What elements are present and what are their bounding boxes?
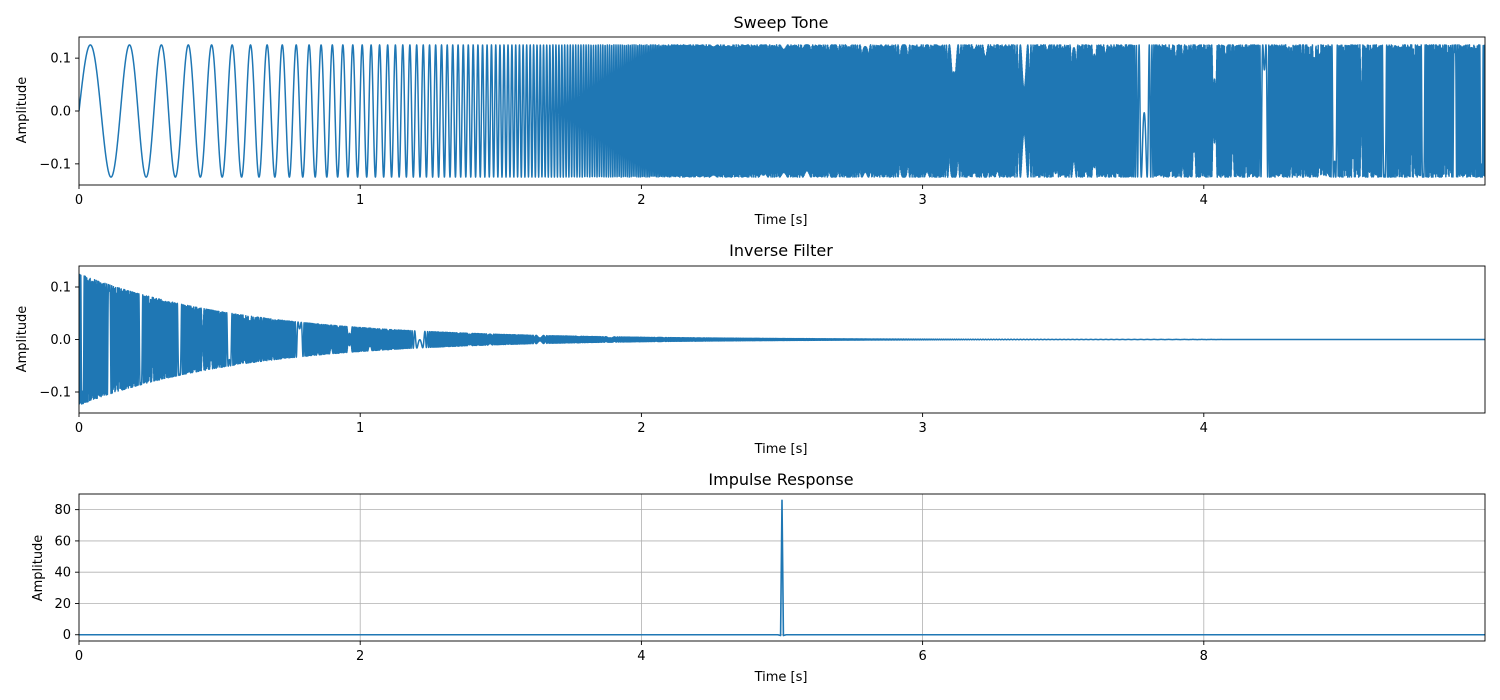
inverse-filter-xtick-label-0: 0 [75, 421, 83, 436]
inverse-filter-xtick-label-3: 3 [918, 421, 926, 436]
impulse-response-xlabel: Time [s] [754, 670, 808, 685]
impulse-response-xtick-label-3: 6 [918, 649, 926, 664]
impulse-response-series-line [79, 499, 1485, 637]
impulse-response-xtick-label-4: 8 [1200, 649, 1208, 664]
sweep-tone-xlabel: Time [s] [754, 213, 808, 228]
impulse-response-xtick-label-1: 2 [356, 649, 364, 664]
impulse-response-ytick-label-1: 60 [54, 534, 71, 549]
inverse-filter-title: Inverse Filter [729, 241, 833, 260]
sweep-tone-title: Sweep Tone [734, 13, 829, 32]
inverse-filter-ytick-label-2: −0.1 [39, 386, 71, 401]
inverse-filter-xlabel: Time [s] [754, 442, 808, 457]
impulse-response-panel: Impulse Response Time [s] Amplitude 0 2 4 6… [31, 470, 1486, 685]
inverse-filter-xtick-label-4: 4 [1200, 421, 1208, 436]
impulse-response-ytick-label-0: 80 [54, 503, 71, 518]
inverse-filter-xtick-label-2: 2 [637, 421, 645, 436]
inverse-filter-ytick-label-1: 0.0 [50, 333, 71, 348]
sweep-tone-xtick-label-4: 4 [1200, 193, 1208, 208]
sweep-tone-series-line [79, 44, 1485, 178]
impulse-response-axes-frame [78, 493, 1486, 642]
sweep-tone-xtick-label-3: 3 [918, 193, 926, 208]
sweep-tone-xtick-label-0: 0 [75, 193, 83, 208]
sweep-tone-xtick-label-1: 1 [356, 193, 364, 208]
impulse-response-ytick-label-3: 20 [54, 597, 71, 612]
impulse-response-ylabel: Amplitude [31, 535, 46, 602]
sweep-tone-ytick-label-0: 0.1 [50, 52, 71, 67]
impulse-response-xtick-label-2: 4 [637, 649, 645, 664]
inverse-filter-xtick-label-1: 1 [356, 421, 364, 436]
inverse-filter-ytick-label-0: 0.1 [50, 281, 71, 296]
impulse-response-ytick-label-4: 0 [63, 628, 71, 643]
impulse-response-xtick-label-0: 0 [75, 649, 83, 664]
sweep-tone-ytick-label-2: −0.1 [39, 157, 71, 172]
inverse-filter-ylabel: Amplitude [15, 306, 30, 373]
inverse-filter-panel: Inverse Filter Time [s] Amplitude 0 1 2 3 4 0… [15, 241, 1486, 457]
sweep-tone-ylabel: Amplitude [15, 77, 30, 144]
sweep-tone-ytick-label-1: 0.0 [50, 105, 71, 120]
sweep-tone-xtick-label-2: 2 [637, 193, 645, 208]
inverse-filter-series-line [79, 273, 1485, 405]
impulse-response-ytick-label-2: 40 [54, 566, 71, 581]
sweep-tone-panel: Sweep Tone Time [s] Amplitude 0 1 2 3 4 0.1 0.… [15, 13, 1486, 228]
impulse-response-title: Impulse Response [708, 470, 853, 489]
